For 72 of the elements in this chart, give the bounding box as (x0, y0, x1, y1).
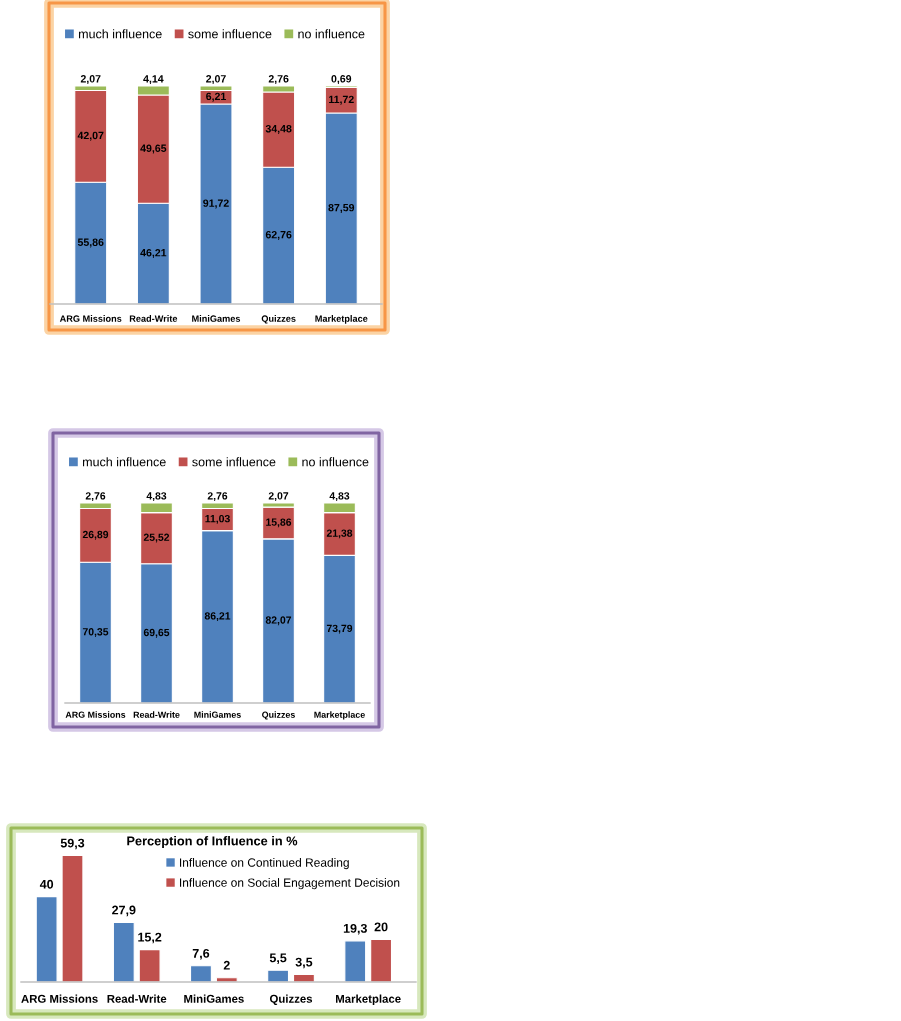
x-tick-label: ARG Missions (21, 994, 98, 1003)
bar (370, 938, 393, 982)
bar (61, 854, 84, 982)
data-label: 15,2 (138, 932, 162, 944)
bar (35, 896, 58, 982)
data-label: 2,07 (268, 492, 289, 502)
data-label: 82,07 (265, 616, 292, 626)
data-label: 5,5 (269, 953, 287, 965)
data-label: 7,6 (192, 948, 210, 960)
x-tick-label: Quizzes (261, 315, 296, 324)
data-label: 62,76 (265, 230, 292, 240)
x-tick-label: Read-Write (129, 315, 178, 322)
x-tick-label: Marketplace (315, 315, 368, 324)
bar (267, 969, 290, 982)
data-label: 4,83 (329, 492, 350, 502)
data-label: 73,79 (326, 624, 353, 634)
data-label: 2 (223, 960, 230, 970)
chart-title: Perception of Influence in % (127, 836, 298, 848)
data-label: 34,48 (265, 124, 292, 134)
data-label: 25,52 (143, 533, 170, 543)
data-label: 2,76 (85, 492, 106, 502)
bar (138, 949, 161, 982)
legend-label: no influence (302, 457, 369, 467)
x-tick-label: MiniGames (184, 994, 244, 1003)
data-label: 26,89 (82, 530, 109, 540)
data-label: 55,86 (77, 238, 104, 248)
data-label: 49,65 (140, 144, 167, 154)
data-label: 6,21 (206, 92, 226, 102)
data-label: 40 (39, 879, 54, 889)
x-tick-label: Quizzes (269, 994, 313, 1005)
bar (344, 940, 367, 982)
x-tick-label: Marketplace (336, 994, 401, 1006)
data-label: 69,65 (143, 628, 170, 638)
bar (112, 921, 135, 982)
x-tick-label: ARG Missions (59, 315, 122, 322)
x-tick-label: Quizzes (262, 711, 295, 720)
data-label: 59,3 (60, 838, 85, 850)
data-label: 2,76 (268, 75, 289, 85)
x-tick-label: Read-Write (107, 994, 167, 1003)
data-label: 11,03 (205, 514, 230, 524)
legend-label: much influence (82, 457, 166, 467)
data-label: 2,07 (80, 75, 101, 85)
data-label: 4,14 (143, 75, 164, 85)
data-label: 11,72 (329, 95, 354, 105)
legend-label: some influence (188, 29, 272, 39)
data-label: 4,83 (146, 492, 167, 502)
data-label: 91,72 (203, 199, 229, 209)
data-label: 70,35 (82, 628, 109, 637)
legend-label: Influence on Continued Reading (180, 858, 349, 870)
legend-label: much influence (78, 29, 162, 39)
x-tick-label: Marketplace (314, 711, 365, 720)
data-label: 20 (374, 922, 388, 932)
x-tick-label: MiniGames (192, 315, 241, 322)
legend-label: some influence (192, 457, 276, 467)
data-label: 21,38 (326, 529, 353, 539)
data-label: 2,76 (207, 492, 228, 502)
data-label: 0,69 (331, 75, 352, 85)
x-tick-label: MiniGames (194, 711, 241, 718)
x-tick-label: ARG Missions (65, 711, 126, 718)
data-label: 86,21 (204, 612, 231, 622)
data-label: 15,86 (266, 518, 292, 528)
data-label: 2,07 (206, 75, 226, 85)
data-label: 27,9 (112, 905, 136, 917)
bar (189, 965, 212, 982)
data-label: 42,07 (77, 131, 104, 141)
data-label: 46,21 (140, 248, 167, 258)
data-label: 87,59 (328, 203, 355, 213)
legend-label: Influence on Social Engagement Decision (180, 878, 400, 890)
x-tick-label: Read-Write (133, 711, 180, 718)
data-label: 19,3 (343, 923, 367, 935)
legend-label: no influence (298, 29, 365, 39)
data-label: 3,5 (295, 957, 313, 969)
